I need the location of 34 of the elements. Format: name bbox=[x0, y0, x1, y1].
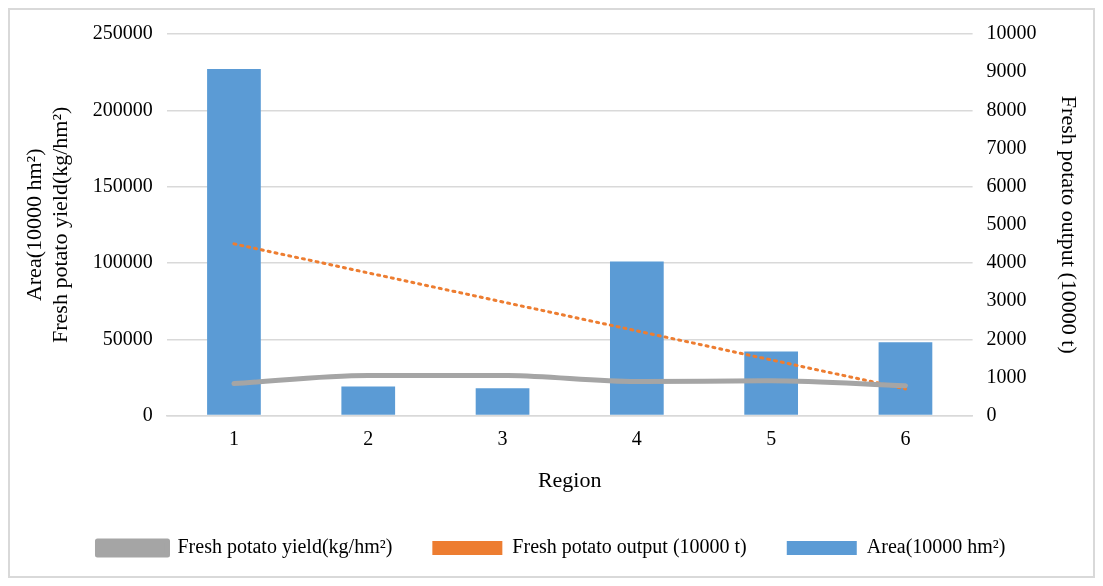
x-tick-label: 5 bbox=[766, 426, 777, 449]
y-tick-label: 200000 bbox=[92, 97, 153, 120]
bar bbox=[341, 386, 396, 415]
legend-label: Fresh potato output (10000 t) bbox=[512, 535, 747, 559]
y2-axis-title: Fresh potato output (10000 t) bbox=[1057, 95, 1083, 354]
y2-tick-label: 4000 bbox=[986, 250, 1027, 273]
y2-tick-label: 1000 bbox=[986, 364, 1027, 387]
bar bbox=[878, 342, 933, 415]
bar bbox=[475, 388, 530, 415]
x-tick-label: 3 bbox=[497, 426, 508, 449]
y2-tick-label: 6000 bbox=[986, 173, 1027, 196]
y2-tick-label: 5000 bbox=[986, 212, 1027, 235]
y-tick-label: 150000 bbox=[92, 173, 153, 196]
y-axis-title: Area(10000 hm²) Fresh potato yield(kg/hm²) bbox=[20, 106, 73, 343]
x-tick-label: 1 bbox=[228, 426, 239, 449]
y2-tick-label: 3000 bbox=[986, 288, 1027, 311]
legend-label: Fresh potato yield(kg/hm²) bbox=[177, 535, 393, 559]
y2-tick-label: 10000 bbox=[986, 21, 1037, 44]
bar bbox=[207, 69, 261, 415]
y-tick-label: 0 bbox=[142, 402, 153, 425]
y2-tick-label: 7000 bbox=[986, 135, 1027, 158]
y2-tick-label: 0 bbox=[986, 402, 997, 425]
x-tick-label: 4 bbox=[631, 426, 642, 449]
legend-label: Area(10000 hm²) bbox=[866, 535, 1006, 559]
x-axis-title: Region bbox=[537, 466, 602, 492]
y2-tick-label: 2000 bbox=[986, 326, 1027, 349]
bar bbox=[609, 261, 664, 415]
y-tick-label: 250000 bbox=[92, 21, 153, 44]
y2-tick-label: 9000 bbox=[986, 59, 1027, 82]
y-tick-label: 50000 bbox=[102, 326, 153, 349]
y2-tick-label: 8000 bbox=[986, 97, 1027, 120]
x-tick-label: 6 bbox=[900, 426, 911, 449]
x-tick-label: 2 bbox=[363, 426, 374, 449]
y-tick-label: 100000 bbox=[92, 250, 153, 273]
